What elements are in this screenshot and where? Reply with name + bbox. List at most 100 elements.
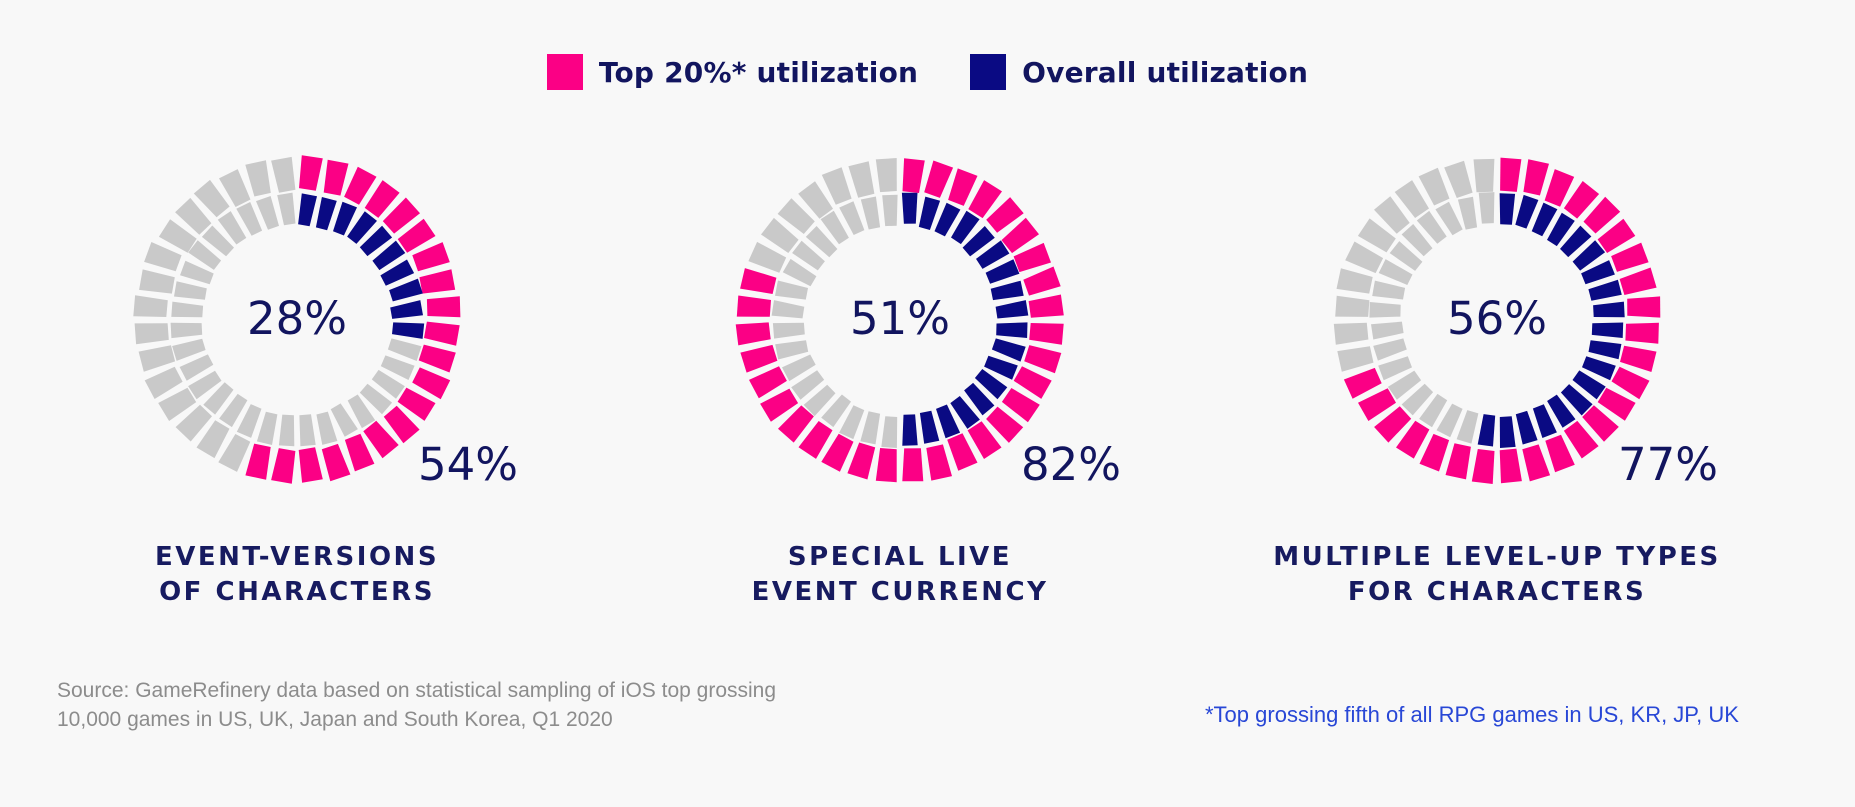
outer-ring-segment xyxy=(1374,406,1412,443)
outer-ring-segment xyxy=(948,168,978,206)
outer-ring-segment xyxy=(344,433,375,472)
inner-ring-segment xyxy=(298,193,317,227)
outer-ring-segment xyxy=(967,421,1002,459)
inner-ring-segment xyxy=(839,201,865,235)
inner-ring-segment xyxy=(392,322,425,339)
inner-ring-segment xyxy=(1572,240,1606,271)
inner-ring-segment xyxy=(1456,410,1479,444)
outer-ring-segment xyxy=(1013,242,1051,273)
top20-utilization-value: 82% xyxy=(1021,438,1122,491)
outer-ring-segment xyxy=(1396,420,1430,459)
inner-ring-segment xyxy=(919,410,940,444)
inner-ring-segment xyxy=(188,240,222,270)
outer-ring-segment xyxy=(418,344,456,373)
outer-ring-segment xyxy=(847,442,876,480)
inner-ring-segment xyxy=(1560,225,1592,258)
inner-ring-segment xyxy=(821,394,851,428)
inner-ring-segment xyxy=(985,259,1020,284)
inner-ring-segment xyxy=(1416,210,1447,244)
outer-ring-segment xyxy=(412,242,450,272)
outer-ring-segment xyxy=(848,161,875,198)
outer-ring-segment xyxy=(875,448,897,483)
legend-item-overall: Overall utilization xyxy=(970,54,1308,90)
inner-ring-segment xyxy=(371,369,405,399)
outer-ring-segment xyxy=(1013,366,1052,399)
inner-ring-segment xyxy=(791,370,825,400)
inner-ring-segment xyxy=(1371,321,1404,340)
outer-ring-segment xyxy=(397,218,436,253)
outer-ring-segment xyxy=(245,160,271,197)
outer-ring-segment xyxy=(986,406,1024,443)
inner-ring-segment xyxy=(188,370,222,400)
inner-ring-segment xyxy=(962,226,995,257)
legend: Top 20%* utilization Overall utilization xyxy=(0,54,1855,90)
inner-ring-segment xyxy=(950,396,980,429)
outer-ring-segment xyxy=(158,219,197,253)
outer-ring-segment xyxy=(968,180,1002,219)
inner-ring-segment xyxy=(256,411,278,445)
outer-ring-segment xyxy=(1333,322,1369,345)
inner-ring-segment xyxy=(316,411,338,445)
outer-ring-segment xyxy=(134,323,169,345)
legend-swatch-overall-icon xyxy=(970,54,1007,90)
outer-ring-segment xyxy=(419,269,456,294)
inner-ring-segment xyxy=(217,211,247,245)
inner-ring-segment xyxy=(782,258,817,287)
legend-item-top20: Top 20%* utilization xyxy=(546,54,918,90)
outer-ring-segment xyxy=(363,420,399,459)
inner-ring-segment xyxy=(172,338,206,361)
inner-ring-segment xyxy=(1378,259,1413,285)
outer-ring-segment xyxy=(1001,217,1039,254)
inner-ring-segment xyxy=(1588,279,1622,301)
inner-ring-segment xyxy=(803,384,836,417)
inner-ring-segment xyxy=(390,300,423,319)
outer-ring-segment xyxy=(344,166,377,205)
top20-utilization-value: 54% xyxy=(418,438,519,491)
outer-ring-segment xyxy=(196,420,230,459)
outer-ring-segment xyxy=(1358,388,1396,421)
outer-ring-segment xyxy=(1336,268,1373,294)
outer-ring-segment xyxy=(761,217,799,253)
outer-ring-segment xyxy=(271,448,296,484)
inner-ring-segment xyxy=(1560,384,1593,416)
inner-ring-segment xyxy=(347,211,377,244)
inner-ring-segment xyxy=(299,414,316,447)
inner-ring-segment xyxy=(984,355,1018,380)
inner-ring-segment xyxy=(359,383,393,415)
outer-ring-segment xyxy=(736,295,771,317)
outer-ring-segment xyxy=(735,322,771,346)
inner-ring-segment xyxy=(881,416,898,448)
inner-ring-segment xyxy=(236,404,262,438)
inner-ring-segment xyxy=(1547,394,1576,428)
inner-ring-segment xyxy=(1372,280,1406,300)
outer-ring-segment xyxy=(1029,323,1064,345)
outer-ring-segment xyxy=(1597,218,1636,253)
outer-ring-segment xyxy=(139,269,175,294)
inner-ring-segment xyxy=(1499,193,1516,225)
top20-utilization-value: 77% xyxy=(1618,438,1719,491)
inner-ring-segment xyxy=(333,201,357,236)
outer-ring-segment xyxy=(924,160,954,198)
donut-chart-special-live-event-currency: 51% 82% SPECIAL LIVE EVENT CURRENCY xyxy=(640,0,1160,640)
outer-ring-segment xyxy=(1394,180,1429,218)
inner-ring-segment xyxy=(991,338,1026,362)
outer-ring-segment xyxy=(193,179,230,218)
inner-ring-segment xyxy=(1591,322,1624,338)
inner-ring-segment xyxy=(219,393,248,428)
inner-ring-segment xyxy=(1588,340,1622,360)
outer-ring-segment xyxy=(1023,266,1061,296)
inner-ring-segment xyxy=(1419,393,1448,428)
inner-ring-segment xyxy=(1373,338,1407,361)
outer-ring-segment xyxy=(778,405,814,443)
inner-ring-segment xyxy=(1593,301,1625,318)
inner-ring-segment xyxy=(278,414,295,447)
outer-ring-segment xyxy=(1620,345,1657,372)
outer-ring-segment xyxy=(875,158,897,193)
inner-ring-segment xyxy=(901,192,918,224)
inner-ring-segment xyxy=(170,322,203,339)
inner-ring-segment xyxy=(839,405,865,440)
outer-ring-segment xyxy=(760,388,799,422)
overall-utilization-value: 56% xyxy=(1446,292,1548,345)
inner-ring-segment xyxy=(990,280,1024,301)
